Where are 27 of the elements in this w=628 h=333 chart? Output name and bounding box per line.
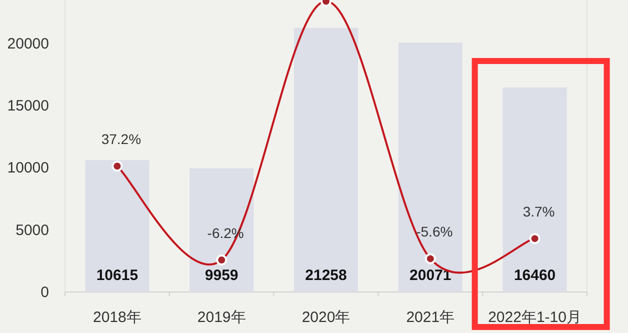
- data-label: 20071: [410, 267, 452, 284]
- point: [529, 233, 540, 244]
- y-tick-label: 5000: [16, 222, 49, 239]
- point: [424, 253, 436, 264]
- data-label: 3.7%: [522, 204, 555, 220]
- data-label: 21258: [305, 267, 347, 284]
- bar: [294, 28, 358, 292]
- bar: [190, 168, 254, 292]
- data-label: 16460: [514, 267, 556, 284]
- x-tick-label: 2020年: [302, 309, 350, 326]
- x-tick-label: 2018年: [93, 309, 142, 326]
- data-label: 9959: [204, 267, 238, 284]
- y-tick-label: 10000: [7, 160, 49, 177]
- x-tick-label: 2021年: [406, 309, 455, 326]
- point: [216, 254, 228, 266]
- data-label: 37.2%: [101, 131, 142, 148]
- y-tick-label: 0: [40, 284, 49, 301]
- y-tick-label: 20000: [7, 35, 49, 52]
- bar: [398, 42, 462, 292]
- bar: [502, 87, 567, 292]
- bar: [85, 160, 150, 292]
- y-tick-label: 15000: [7, 98, 49, 115]
- data-label: 10615: [96, 267, 138, 284]
- data-label: -5.6%: [416, 224, 453, 240]
- x-tick-label: 2022年1-10月: [488, 309, 582, 326]
- x-tick-label: 2019年: [197, 309, 246, 326]
- point: [112, 160, 123, 172]
